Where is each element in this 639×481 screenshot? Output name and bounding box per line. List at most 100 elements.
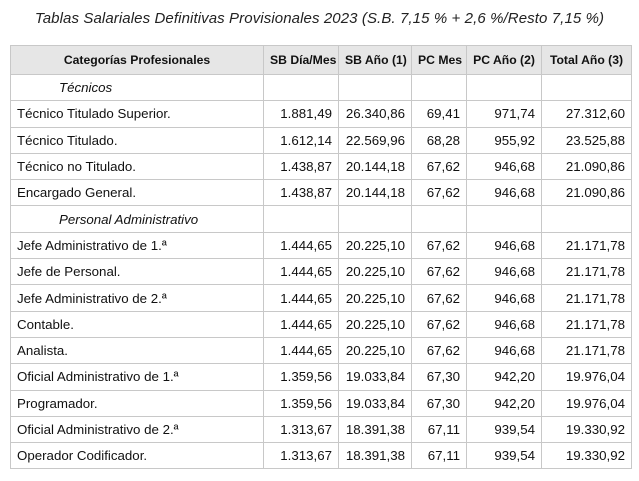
category-cell: Oficial Administrativo de 1.ª bbox=[10, 363, 264, 391]
total-ano-cell: 21.171,78 bbox=[541, 310, 632, 338]
header-total-ano: Total Año (3) bbox=[541, 45, 632, 75]
pc-ano-cell: 946,68 bbox=[466, 258, 542, 286]
pc-ano-cell: 939,54 bbox=[466, 415, 542, 444]
category-cell: Técnico no Titulado. bbox=[10, 152, 264, 181]
sb-ano-cell: 20.225,10 bbox=[338, 336, 412, 365]
header-pc-ano: PC Año (2) bbox=[466, 45, 542, 75]
total-ano-cell: 21.090,86 bbox=[541, 179, 632, 207]
category-cell: Técnico Titulado. bbox=[10, 126, 264, 154]
pc-ano-cell: 942,20 bbox=[466, 389, 542, 417]
table-row: Oficial Administrativo de 1.ª 1.359,56 19.… bbox=[10, 363, 632, 391]
header-sb-dia-mes: SB Día/Mes bbox=[263, 45, 339, 75]
table-caption: Tablas Salariales Definitivas Provisiona… bbox=[34, 10, 605, 27]
sb-ano-cell: 20.225,10 bbox=[338, 258, 412, 286]
sb-ano-cell: 18.391,38 bbox=[338, 442, 412, 470]
total-ano-cell: 23.525,88 bbox=[541, 126, 632, 154]
empty-cell bbox=[338, 205, 412, 233]
total-ano-cell: 19.976,04 bbox=[541, 389, 632, 417]
pc-mes-cell: 67,30 bbox=[411, 389, 467, 417]
sb-ano-cell: 18.391,38 bbox=[338, 415, 412, 444]
sb-dia-mes-cell: 1.359,56 bbox=[263, 389, 339, 417]
empty-cell bbox=[411, 73, 467, 102]
section-row: Personal Administrativo bbox=[10, 205, 632, 233]
empty-cell bbox=[541, 73, 632, 102]
pc-mes-cell: 67,62 bbox=[411, 179, 467, 207]
category-cell: Encargado General. bbox=[10, 179, 264, 207]
sb-ano-cell: 20.225,10 bbox=[338, 310, 412, 338]
category-cell: Analista. bbox=[10, 336, 264, 365]
header-pc-mes: PC Mes bbox=[411, 45, 467, 75]
sb-dia-mes-cell: 1.444,65 bbox=[263, 310, 339, 338]
total-ano-cell: 21.090,86 bbox=[541, 152, 632, 181]
header-row: Categorías Profesionales SB Día/Mes SB A… bbox=[10, 45, 632, 75]
pc-ano-cell: 946,68 bbox=[466, 231, 542, 260]
pc-ano-cell: 971,74 bbox=[466, 100, 542, 128]
empty-cell bbox=[466, 73, 542, 102]
total-ano-cell: 21.171,78 bbox=[541, 284, 632, 312]
sb-ano-cell: 20.225,10 bbox=[338, 284, 412, 312]
category-cell: Contable. bbox=[10, 310, 264, 338]
empty-cell bbox=[263, 205, 339, 233]
pc-mes-cell: 67,62 bbox=[411, 152, 467, 181]
pc-mes-cell: 67,11 bbox=[411, 415, 467, 444]
pc-mes-cell: 67,62 bbox=[411, 336, 467, 365]
sb-ano-cell: 20.144,18 bbox=[338, 179, 412, 207]
total-ano-cell: 19.976,04 bbox=[541, 363, 632, 391]
total-ano-cell: 19.330,92 bbox=[541, 442, 632, 470]
salary-table: Categorías Profesionales SB Día/Mes SB A… bbox=[10, 45, 632, 470]
pc-mes-cell: 69,41 bbox=[411, 100, 467, 128]
sb-dia-mes-cell: 1.612,14 bbox=[263, 126, 339, 154]
table-row: Jefe de Personal. 1.444,65 20.225,10 67,62 9… bbox=[10, 258, 632, 286]
pc-ano-cell: 946,68 bbox=[466, 336, 542, 365]
sb-dia-mes-cell: 1.444,65 bbox=[263, 284, 339, 312]
header-sb-ano: SB Año (1) bbox=[338, 45, 412, 75]
sb-dia-mes-cell: 1.313,67 bbox=[263, 442, 339, 470]
total-ano-cell: 27.312,60 bbox=[541, 100, 632, 128]
table-row: Operador Codificador. 1.313,67 18.391,38 67… bbox=[10, 442, 632, 470]
sb-ano-cell: 19.033,84 bbox=[338, 389, 412, 417]
pc-mes-cell: 68,28 bbox=[411, 126, 467, 154]
table-row: Técnico no Titulado. 1.438,87 20.144,18 67,… bbox=[10, 152, 632, 181]
category-cell: Jefe Administrativo de 1.ª bbox=[10, 231, 264, 260]
pc-mes-cell: 67,11 bbox=[411, 442, 467, 470]
pc-ano-cell: 946,68 bbox=[466, 179, 542, 207]
total-ano-cell: 19.330,92 bbox=[541, 415, 632, 444]
table-header: Categorías Profesionales SB Día/Mes SB A… bbox=[10, 45, 632, 75]
sb-dia-mes-cell: 1.359,56 bbox=[263, 363, 339, 391]
section-row: Técnicos bbox=[10, 73, 632, 102]
pc-ano-cell: 946,68 bbox=[466, 310, 542, 338]
pc-mes-cell: 67,62 bbox=[411, 284, 467, 312]
sb-ano-cell: 20.144,18 bbox=[338, 152, 412, 181]
category-cell: Programador. bbox=[10, 389, 264, 417]
empty-cell bbox=[466, 205, 542, 233]
section-title: Personal Administrativo bbox=[10, 205, 264, 233]
sb-dia-mes-cell: 1.438,87 bbox=[263, 179, 339, 207]
table-row: Técnico Titulado Superior. 1.881,49 26.340… bbox=[10, 100, 632, 128]
pc-mes-cell: 67,62 bbox=[411, 258, 467, 286]
table-row: Jefe Administrativo de 1.ª 1.444,65 20.225… bbox=[10, 231, 632, 260]
pc-ano-cell: 939,54 bbox=[466, 442, 542, 470]
category-cell: Técnico Titulado Superior. bbox=[10, 100, 264, 128]
table-row: Jefe Administrativo de 2.ª 1.444,65 20.225… bbox=[10, 284, 632, 312]
category-cell: Jefe Administrativo de 2.ª bbox=[10, 284, 264, 312]
pc-ano-cell: 942,20 bbox=[466, 363, 542, 391]
pc-mes-cell: 67,30 bbox=[411, 363, 467, 391]
table-row: Contable. 1.444,65 20.225,10 67,62 946,68 21.… bbox=[10, 310, 632, 338]
table-row: Encargado General. 1.438,87 20.144,18 67,62… bbox=[10, 179, 632, 207]
total-ano-cell: 21.171,78 bbox=[541, 258, 632, 286]
pc-mes-cell: 67,62 bbox=[411, 231, 467, 260]
empty-cell bbox=[338, 73, 412, 102]
pc-ano-cell: 955,92 bbox=[466, 126, 542, 154]
category-cell: Oficial Administrativo de 2.ª bbox=[10, 415, 264, 444]
sb-dia-mes-cell: 1.438,87 bbox=[263, 152, 339, 181]
total-ano-cell: 21.171,78 bbox=[541, 231, 632, 260]
sb-dia-mes-cell: 1.881,49 bbox=[263, 100, 339, 128]
pc-ano-cell: 946,68 bbox=[466, 152, 542, 181]
total-ano-cell: 21.171,78 bbox=[541, 336, 632, 365]
sb-ano-cell: 22.569,96 bbox=[338, 126, 412, 154]
table-body: Técnicos Técnico Titulado Superior. 1.881,… bbox=[10, 73, 632, 470]
pc-mes-cell: 67,62 bbox=[411, 310, 467, 338]
sb-dia-mes-cell: 1.444,65 bbox=[263, 231, 339, 260]
table-row: Analista. 1.444,65 20.225,10 67,62 946,68 21.… bbox=[10, 336, 632, 365]
sb-ano-cell: 20.225,10 bbox=[338, 231, 412, 260]
